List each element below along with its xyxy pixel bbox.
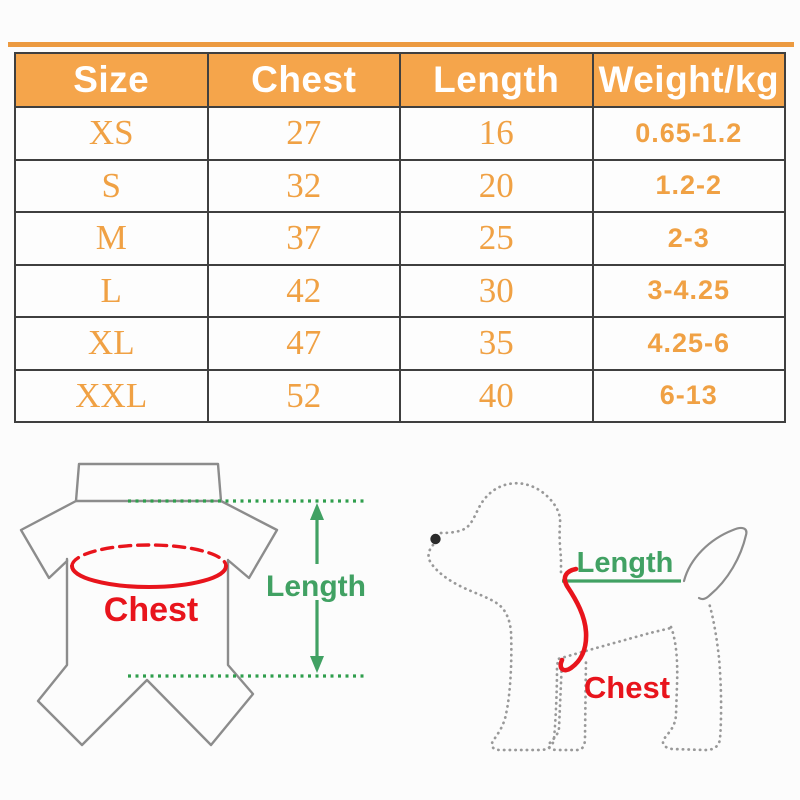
chest-cell: 42 [206, 263, 401, 318]
dog-chest-label: Chest [584, 670, 670, 705]
table-row: XXL 52 40 6-13 [14, 368, 786, 423]
dog-rear-leg [661, 601, 723, 752]
arrowhead-up [310, 503, 324, 520]
chest-ellipse-top-dashed [70, 543, 228, 568]
size-cell: M [14, 211, 209, 266]
chest-cell: 52 [206, 368, 401, 423]
table-row: S 32 20 1.2-2 [14, 158, 786, 213]
weight-cell: 4.25-6 [591, 316, 786, 371]
length-cell: 20 [399, 158, 594, 213]
length-reference-lines [128, 499, 366, 678]
length-arrow: Length [266, 503, 368, 673]
table-row: M 37 25 2-3 [14, 211, 786, 266]
dog-chest-arc [558, 566, 589, 673]
table-row: L 42 30 3-4.25 [14, 263, 786, 318]
arrowhead-down [310, 656, 324, 673]
chest-cell: 32 [206, 158, 401, 213]
dog-length-label: Length [577, 547, 674, 579]
weight-cell: 0.65-1.2 [591, 106, 786, 161]
table-row: XS 27 16 0.65-1.2 [14, 106, 786, 161]
size-cell: XL [14, 316, 209, 371]
chest-cell: 47 [206, 316, 401, 371]
header-weight: Weight/kg [591, 52, 786, 108]
header-chest: Chest [206, 52, 401, 108]
table-body: XS 27 16 0.65-1.2 S 32 20 1.2-2 M 37 25 … [14, 106, 786, 423]
garment-right-sleeve [219, 499, 279, 580]
weight-cell: 2-3 [591, 211, 786, 266]
header-size: Size [14, 52, 209, 108]
length-cell: 30 [399, 263, 594, 318]
weight-cell: 1.2-2 [591, 158, 786, 213]
garment-chest-label: Chest [104, 591, 198, 629]
dog-diagram: Length Chest [427, 481, 748, 752]
header-length: Length [399, 52, 594, 108]
size-chart-table: Size Chest Length Weight/kg XS 27 16 0.6… [14, 52, 786, 423]
chest-cell: 37 [206, 211, 401, 266]
size-cell: L [14, 263, 209, 318]
garment-body-and-legs [36, 557, 255, 747]
dog-outline [427, 481, 723, 752]
length-cell: 40 [399, 368, 594, 423]
length-cell: 25 [399, 211, 594, 266]
dog-head-and-back-of-neck [439, 481, 563, 579]
garment-diagram: Chest Length [19, 462, 368, 747]
measurement-diagrams: Chest Length [19, 462, 748, 752]
accent-stripe [8, 42, 794, 47]
length-cell: 35 [399, 316, 594, 371]
dog-tail [682, 526, 748, 601]
garment-left-sleeve [19, 499, 78, 580]
chest-cell: 27 [206, 106, 401, 161]
table-row: XL 47 35 4.25-6 [14, 316, 786, 371]
garment-collar [74, 462, 223, 503]
table-header: Size Chest Length Weight/kg [14, 52, 786, 108]
garment-length-label: Length [266, 570, 366, 603]
dog-jaw-front-leg-belly [427, 543, 673, 752]
size-cell: S [14, 158, 209, 213]
size-cell: XXL [14, 368, 209, 423]
chest-ellipse [70, 543, 228, 589]
weight-cell: 6-13 [591, 368, 786, 423]
size-cell: XS [14, 106, 209, 161]
dog-nose-icon [430, 533, 441, 545]
chest-ellipse-bottom-solid [70, 564, 228, 589]
length-cell: 16 [399, 106, 594, 161]
header-row: Size Chest Length Weight/kg [14, 52, 786, 108]
weight-cell: 3-4.25 [591, 263, 786, 318]
